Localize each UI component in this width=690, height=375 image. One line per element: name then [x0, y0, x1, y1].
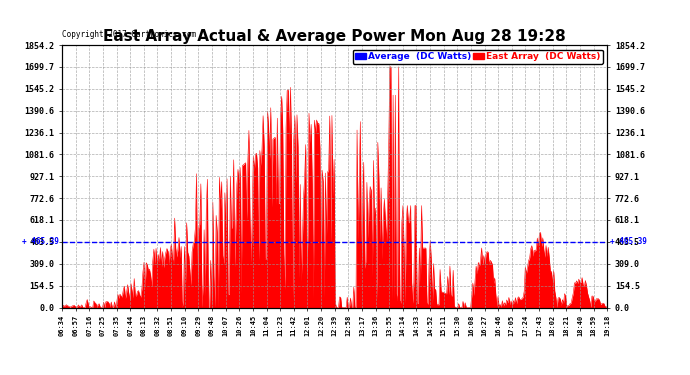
Text: + 465.39: + 465.39 — [610, 237, 647, 246]
Legend: Average  (DC Watts), East Array  (DC Watts): Average (DC Watts), East Array (DC Watts… — [353, 50, 602, 64]
Title: East Array Actual & Average Power Mon Aug 28 19:28: East Array Actual & Average Power Mon Au… — [104, 29, 566, 44]
Text: + 465.39: + 465.39 — [22, 237, 59, 246]
Text: Copyright 2017 Cartronics.com: Copyright 2017 Cartronics.com — [62, 30, 196, 39]
